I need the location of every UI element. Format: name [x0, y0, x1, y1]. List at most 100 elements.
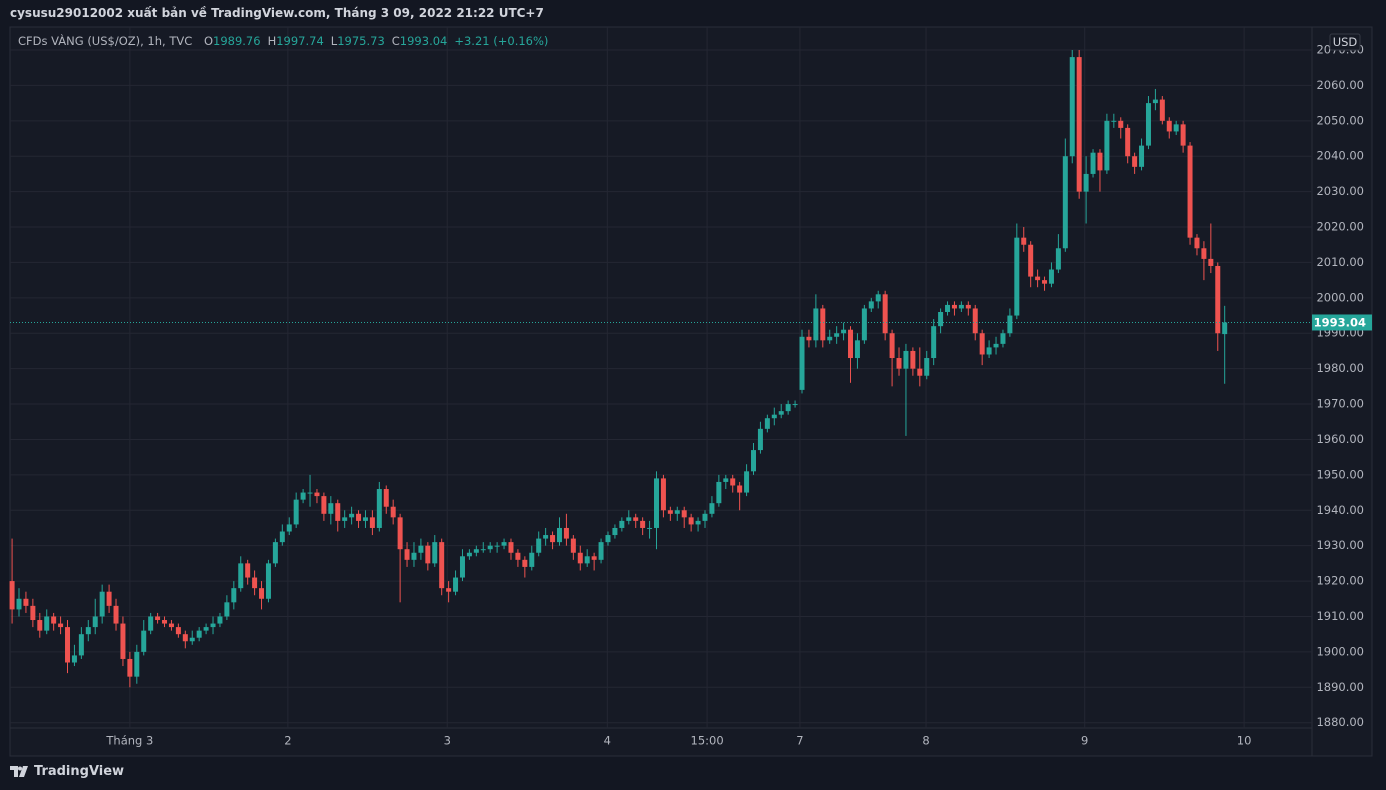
candle-body — [272, 542, 278, 564]
candle-body — [751, 450, 757, 472]
candle-body — [314, 492, 320, 497]
candle-body — [1145, 103, 1151, 146]
candle-body — [189, 637, 195, 642]
candle-body — [653, 478, 659, 528]
candle-body — [827, 336, 833, 341]
candle-body — [674, 510, 680, 514]
candle-body — [446, 588, 452, 592]
candle-body — [1042, 280, 1048, 284]
y-tick-label: 2040.00 — [1316, 149, 1364, 163]
candle-body — [480, 549, 486, 551]
ohlc-value: 1993.04 — [399, 34, 448, 48]
candle-body — [792, 404, 798, 406]
candle-body — [903, 350, 909, 369]
candle-body — [723, 478, 729, 482]
y-tick-label: 1920.00 — [1316, 574, 1364, 588]
candle-body — [307, 492, 313, 494]
candle-body — [238, 563, 244, 589]
candle-body — [335, 503, 341, 521]
candle-body — [1222, 322, 1228, 335]
candle-body — [362, 517, 368, 521]
candle-body — [605, 535, 611, 543]
candle-body — [9, 581, 15, 610]
grid — [10, 27, 1312, 728]
y-tick-label: 1910.00 — [1316, 609, 1364, 623]
candle-body — [383, 489, 389, 507]
candle-body — [418, 545, 424, 553]
logo — [10, 765, 28, 777]
candle-body — [120, 623, 126, 659]
x-tick-label: 9 — [1081, 734, 1088, 748]
candle-body — [369, 517, 375, 528]
candle-body — [127, 658, 133, 677]
last-price-tag — [1312, 314, 1372, 331]
candle-body — [757, 428, 763, 451]
candle-body — [65, 627, 71, 663]
candle-body — [99, 591, 105, 617]
candle-body — [626, 517, 632, 521]
candle-body — [30, 605, 36, 621]
candle-body — [536, 538, 542, 553]
candle-body — [1173, 124, 1179, 132]
candle-body — [1021, 237, 1027, 245]
candle-body — [612, 527, 618, 536]
y-tick-label: 1900.00 — [1316, 644, 1364, 658]
candle-body — [203, 627, 209, 631]
candle-body — [286, 524, 292, 532]
candle-body — [543, 535, 549, 539]
candle-body — [328, 503, 334, 514]
axes: 1880.00 1890.00 1900.00 1910.00 1920.00 1930.… — [10, 43, 1372, 748]
y-tick-label: 1930.00 — [1316, 538, 1364, 552]
candle-body — [37, 620, 43, 631]
candle-body — [771, 414, 777, 419]
candle-body — [71, 655, 77, 663]
candle-body — [598, 542, 604, 560]
candle-body — [300, 492, 306, 500]
candle-body — [231, 588, 237, 603]
candle-body — [51, 616, 57, 624]
candle-body — [453, 577, 459, 592]
currency: USD — [1333, 35, 1358, 49]
candle-body — [806, 336, 812, 341]
ohlc-letter: C — [391, 34, 400, 48]
candle-body — [550, 535, 556, 543]
x-tick-label: 8 — [922, 734, 929, 748]
footer-brand: TradingView — [34, 764, 125, 779]
y-tick-label: 1950.00 — [1316, 467, 1364, 481]
candle-body — [439, 542, 445, 589]
candle-body — [508, 542, 514, 553]
candle-body — [924, 358, 930, 376]
candle-body — [584, 556, 590, 564]
candle-body — [92, 616, 98, 628]
candle-body — [785, 404, 791, 412]
candle-body — [841, 329, 847, 334]
candle-body — [245, 563, 251, 578]
candle-body — [1069, 57, 1075, 157]
candle-body — [951, 304, 957, 309]
candle-body — [1048, 269, 1054, 284]
candle-body — [279, 531, 285, 543]
candle-body — [1104, 120, 1110, 171]
candle-body — [730, 478, 736, 486]
candle-body — [1152, 99, 1158, 104]
candle-body — [979, 333, 985, 355]
candle-body — [487, 545, 493, 550]
y-tick-label: 1980.00 — [1316, 361, 1364, 375]
y-tick-label: 1880.00 — [1316, 715, 1364, 729]
candle-body — [1180, 124, 1186, 146]
candle-body — [113, 605, 119, 624]
candle-body — [1201, 248, 1207, 259]
candle-body — [356, 513, 362, 521]
legend: CFDs VÀNG (US$/OZ), 1h, TVC O1989.76 H199… — [18, 34, 548, 48]
candle-body — [716, 481, 722, 504]
candle-body — [210, 623, 216, 628]
candle-body — [1132, 156, 1138, 167]
candle-body — [1118, 120, 1124, 128]
candle-body — [868, 301, 874, 309]
x-tick-label: Tháng 3 — [105, 734, 153, 748]
x-tick-label: 4 — [604, 734, 611, 748]
candle-body — [688, 517, 694, 525]
candle-body — [252, 577, 258, 589]
candle-body — [432, 542, 438, 564]
candle-body — [44, 616, 50, 631]
